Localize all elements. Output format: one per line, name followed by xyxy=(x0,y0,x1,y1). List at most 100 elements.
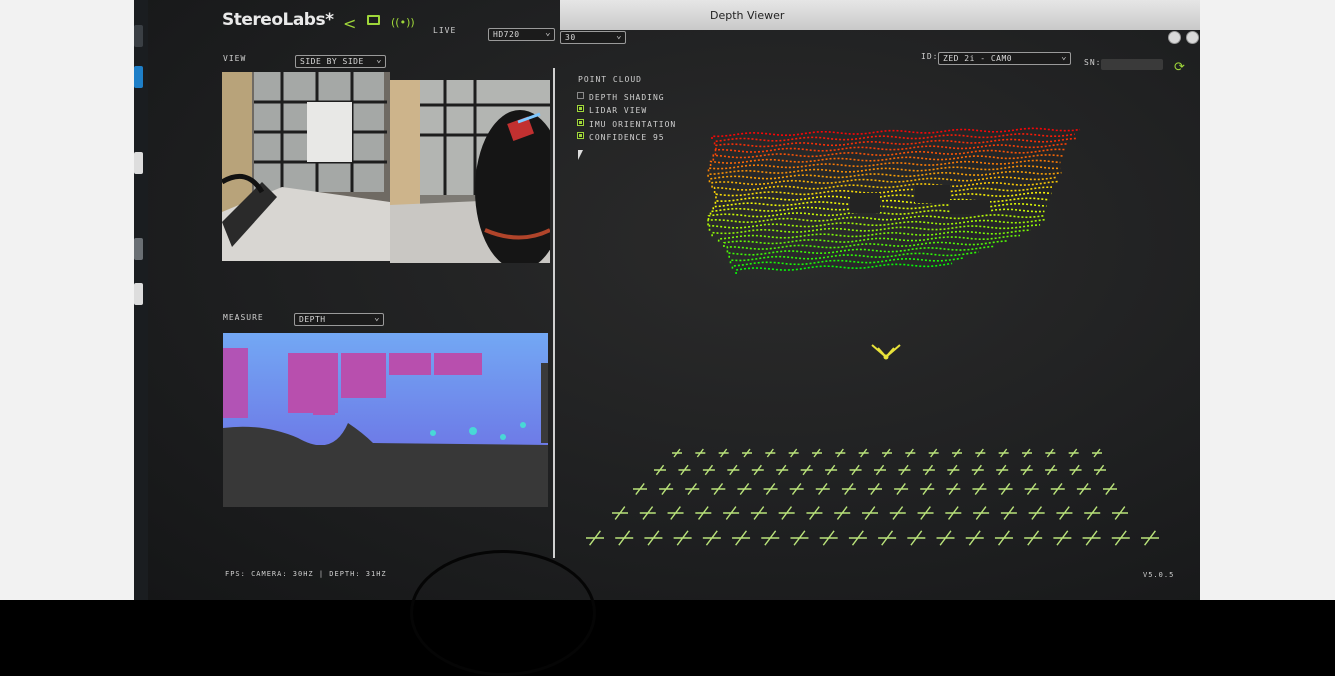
grid-marker xyxy=(806,506,823,520)
grid-marker xyxy=(998,482,1013,496)
grid-marker xyxy=(586,530,604,546)
grid-marker xyxy=(819,530,838,546)
grid-marker xyxy=(834,506,851,520)
fps-value: 30 xyxy=(565,33,576,42)
sync-icon[interactable]: ⟳ xyxy=(1174,60,1185,75)
point-cloud-scanline xyxy=(714,143,1068,156)
left-camera-scene xyxy=(222,72,390,261)
grid-marker xyxy=(695,506,712,520)
point-cloud-title: POINT CLOUD xyxy=(578,75,642,84)
imu-orientation-checkbox[interactable] xyxy=(577,119,584,126)
live-label: LIVE xyxy=(433,26,457,35)
fps-select[interactable]: 30 ⌄ xyxy=(560,31,626,44)
grid-marker xyxy=(723,506,740,520)
left-camera-image xyxy=(222,72,390,261)
grid-marker xyxy=(835,448,846,458)
point-cloud-scanline xyxy=(712,197,1050,210)
grid-marker xyxy=(800,464,813,476)
serial-label: SN: xyxy=(1084,58,1102,67)
grid-marker xyxy=(1050,482,1065,496)
view-mode-select[interactable]: SIDE BY SIDE ⌄ xyxy=(295,55,386,68)
measure-mode-select[interactable]: DEPTH ⌄ xyxy=(294,313,384,326)
point-cloud-scanline xyxy=(723,234,1021,248)
view-mode-value: SIDE BY SIDE xyxy=(300,57,364,66)
grid-marker xyxy=(882,448,892,458)
point-cloud-scanline xyxy=(713,133,1075,145)
fps-status: FPS: CAMERA: 30HZ | DEPTH: 31HZ xyxy=(225,570,387,578)
grid-marker xyxy=(922,464,935,476)
grid-marker xyxy=(667,506,684,520)
dock-app-icon[interactable] xyxy=(134,283,143,305)
measure-mode-value: DEPTH xyxy=(299,315,326,324)
grid-marker xyxy=(742,448,752,458)
grid-marker xyxy=(972,482,987,496)
grid-marker xyxy=(612,506,628,520)
view-label: VIEW xyxy=(223,54,247,63)
point-cloud-scanline xyxy=(717,229,1031,242)
depth-shading-checkbox[interactable] xyxy=(577,92,584,99)
grid-marker xyxy=(1094,464,1106,476)
grid-marker xyxy=(936,530,955,546)
grid-marker xyxy=(928,448,939,458)
grid-marker xyxy=(763,482,778,496)
point-cloud-scanline xyxy=(708,218,1046,231)
grid-marker xyxy=(894,482,909,496)
grid-marker xyxy=(994,530,1013,546)
minimize-button[interactable] xyxy=(1168,31,1181,44)
grid-marker xyxy=(1045,448,1056,458)
share-icon[interactable]: < xyxy=(343,14,357,33)
folder-icon[interactable] xyxy=(367,15,380,25)
dock-app-icon[interactable] xyxy=(134,152,143,174)
lidar-view-checkbox[interactable] xyxy=(577,105,584,112)
grid-marker xyxy=(1076,482,1091,496)
grid-marker xyxy=(1069,464,1082,476)
monitor-left-edge xyxy=(0,0,134,600)
grid-marker xyxy=(751,464,764,476)
point-cloud-scanline xyxy=(711,224,1041,237)
grid-marker xyxy=(727,464,740,476)
dock-app-icon[interactable] xyxy=(134,238,143,260)
dock-app-icon[interactable] xyxy=(134,25,143,47)
grid-marker xyxy=(639,506,656,520)
brand-logo: StereoLabs* xyxy=(222,10,334,30)
confidence-checkbox[interactable] xyxy=(577,132,584,139)
camera-id-select[interactable]: ZED 2i - CAM0 ⌄ xyxy=(938,52,1071,65)
point-cloud-scanline xyxy=(707,214,1045,226)
grid-marker xyxy=(685,482,700,496)
grid-marker xyxy=(1141,530,1159,546)
resolution-value: HD720 xyxy=(493,30,520,39)
point-cloud-scanline xyxy=(731,257,965,269)
chevron-down-icon: ⌄ xyxy=(1061,52,1067,62)
grid-marker xyxy=(858,448,869,458)
grid-marker xyxy=(778,506,795,520)
live-signal-icon[interactable]: ((•)) xyxy=(391,16,415,29)
grid-marker xyxy=(1045,464,1058,476)
grid-marker xyxy=(788,448,799,458)
point-cloud-scanline xyxy=(707,165,1061,177)
chevron-down-icon: ⌄ xyxy=(545,28,551,38)
grid-marker xyxy=(1020,464,1033,476)
grid-marker xyxy=(732,530,751,546)
point-cloud-view[interactable] xyxy=(700,125,1090,295)
camera-id-label: ID: xyxy=(921,52,939,61)
grid-marker xyxy=(761,530,780,546)
point-cloud-scanline xyxy=(711,176,1057,188)
grid-marker xyxy=(973,506,990,520)
grid-marker xyxy=(947,464,960,476)
usb-cable xyxy=(410,550,596,676)
grid-marker xyxy=(1056,506,1073,520)
close-button[interactable] xyxy=(1186,31,1199,44)
chevron-down-icon: ⌄ xyxy=(374,313,380,323)
grid-marker xyxy=(1022,448,1032,458)
chevron-down-icon: ⌄ xyxy=(376,55,382,65)
dock-app-icon[interactable] xyxy=(134,66,143,88)
depth-shading-label: DEPTH SHADING xyxy=(589,93,665,102)
grid-marker xyxy=(862,506,878,520)
grid-marker xyxy=(702,530,721,546)
grid-marker xyxy=(907,530,926,546)
point-cloud-scanline xyxy=(728,245,994,258)
ground-grid xyxy=(586,448,1159,546)
resolution-select[interactable]: HD720 ⌄ xyxy=(488,28,555,41)
panel-divider[interactable] xyxy=(553,68,555,558)
grid-marker xyxy=(737,482,752,496)
